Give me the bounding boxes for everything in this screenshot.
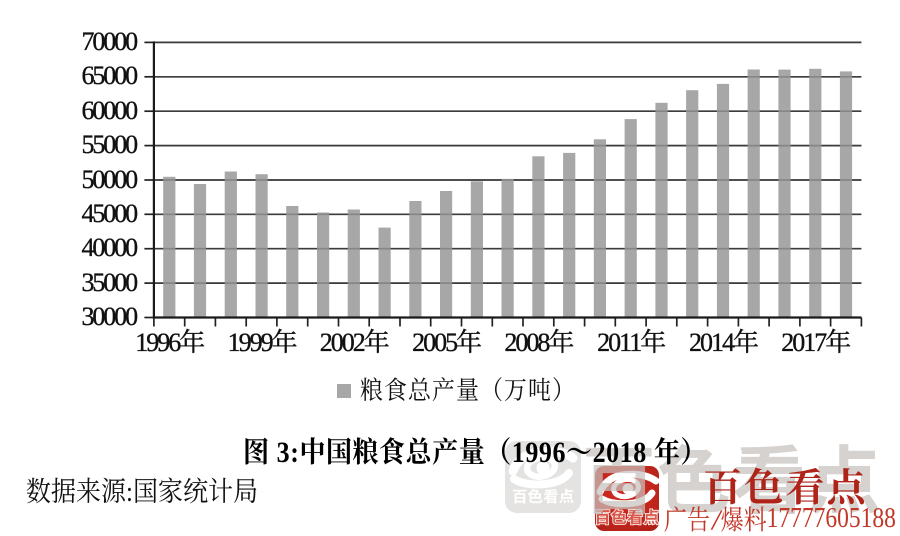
svg-text:百色看点: 百色看点 xyxy=(595,504,659,528)
svg-text:百色看点: 百色看点 xyxy=(512,485,574,507)
